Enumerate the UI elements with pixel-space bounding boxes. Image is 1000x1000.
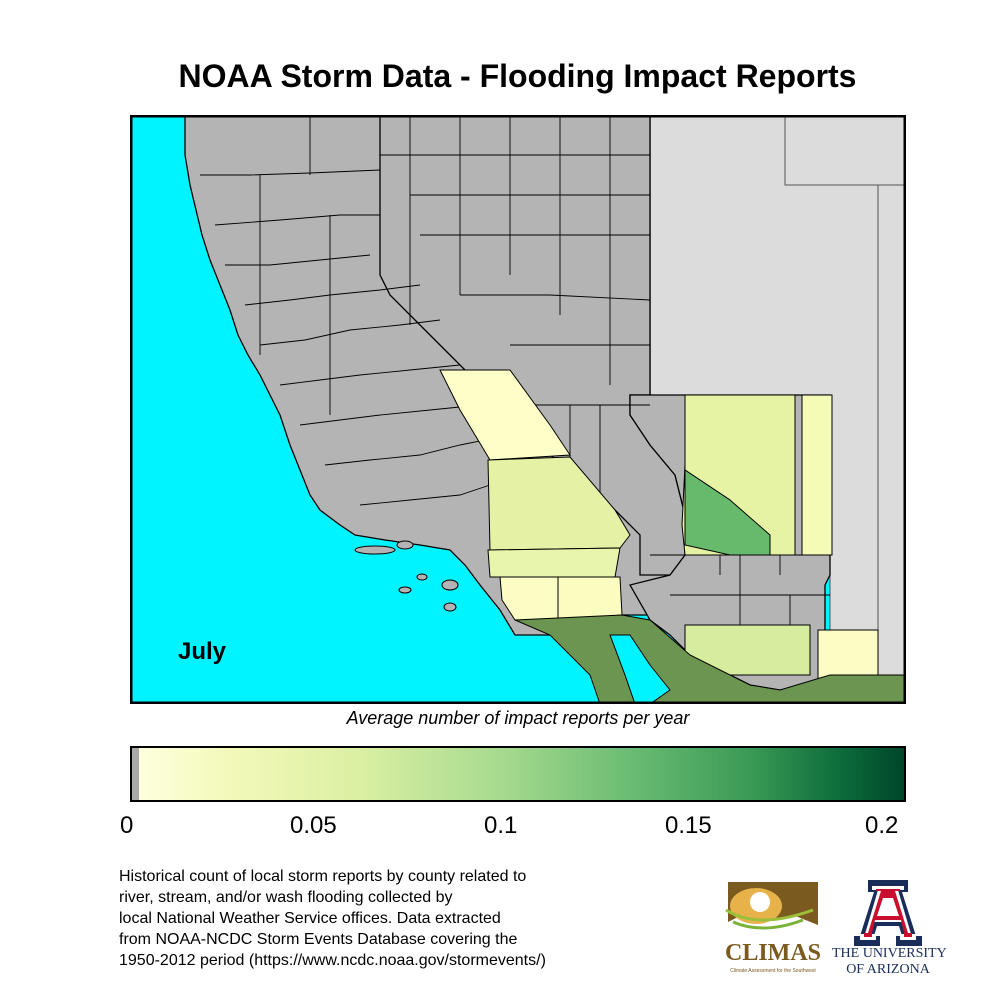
footnote-line: local National Weather Service offices. … — [119, 910, 501, 927]
channel-islands — [354, 540, 459, 612]
climas-logo — [725, 882, 818, 930]
footnote-line: 1950-2012 period (https://www.ncdc.noaa.… — [119, 952, 546, 969]
colorbar-tick: 0.05 — [290, 812, 337, 839]
colorbar-tick: 0.15 — [665, 812, 712, 839]
county-riverside — [487, 547, 621, 578]
outside-domain-ne — [784, 115, 906, 186]
university-of-arizona-wordmark: THE UNIVERSITY OF ARIZONA — [832, 946, 947, 978]
climas-subtitle: Climate Assessment for the Southwest — [730, 968, 816, 974]
ua-line-1: THE UNIVERSITY — [832, 946, 947, 961]
footnote-line: from NOAA-NCDC Storm Events Database cov… — [119, 931, 518, 948]
colorbar-tick: 0 — [120, 812, 134, 839]
gulf-of-california — [609, 634, 671, 704]
ua-line-2: OF ARIZONA — [846, 962, 930, 977]
month-label: July — [178, 638, 227, 665]
colorbar-label: Average number of impact reports per yea… — [346, 708, 690, 728]
county-imperial — [557, 576, 623, 621]
flooding-map — [130, 115, 906, 704]
outside-domain-e — [877, 184, 906, 704]
colorbar-tick: 0.1 — [484, 812, 518, 839]
county-inyo — [439, 369, 571, 461]
county-maricopa-green — [684, 469, 771, 556]
climas-wordmark: CLIMAS — [724, 940, 821, 966]
footnote-line: river, stream, and/or wash flooding coll… — [119, 889, 453, 906]
colorbar-tick: 0.2 — [865, 812, 899, 839]
colorbar-zero-swatch — [132, 748, 139, 800]
map-frame — [130, 115, 906, 704]
footnote-line: Historical count of local storm reports … — [119, 868, 527, 885]
county-navajo — [801, 394, 833, 556]
colorbar — [130, 746, 906, 802]
map-title: NOAA Storm Data - Flooding Impact Report… — [178, 58, 857, 94]
footnote: Historical count of local storm reports … — [119, 866, 679, 971]
university-of-arizona-logo — [854, 880, 922, 946]
